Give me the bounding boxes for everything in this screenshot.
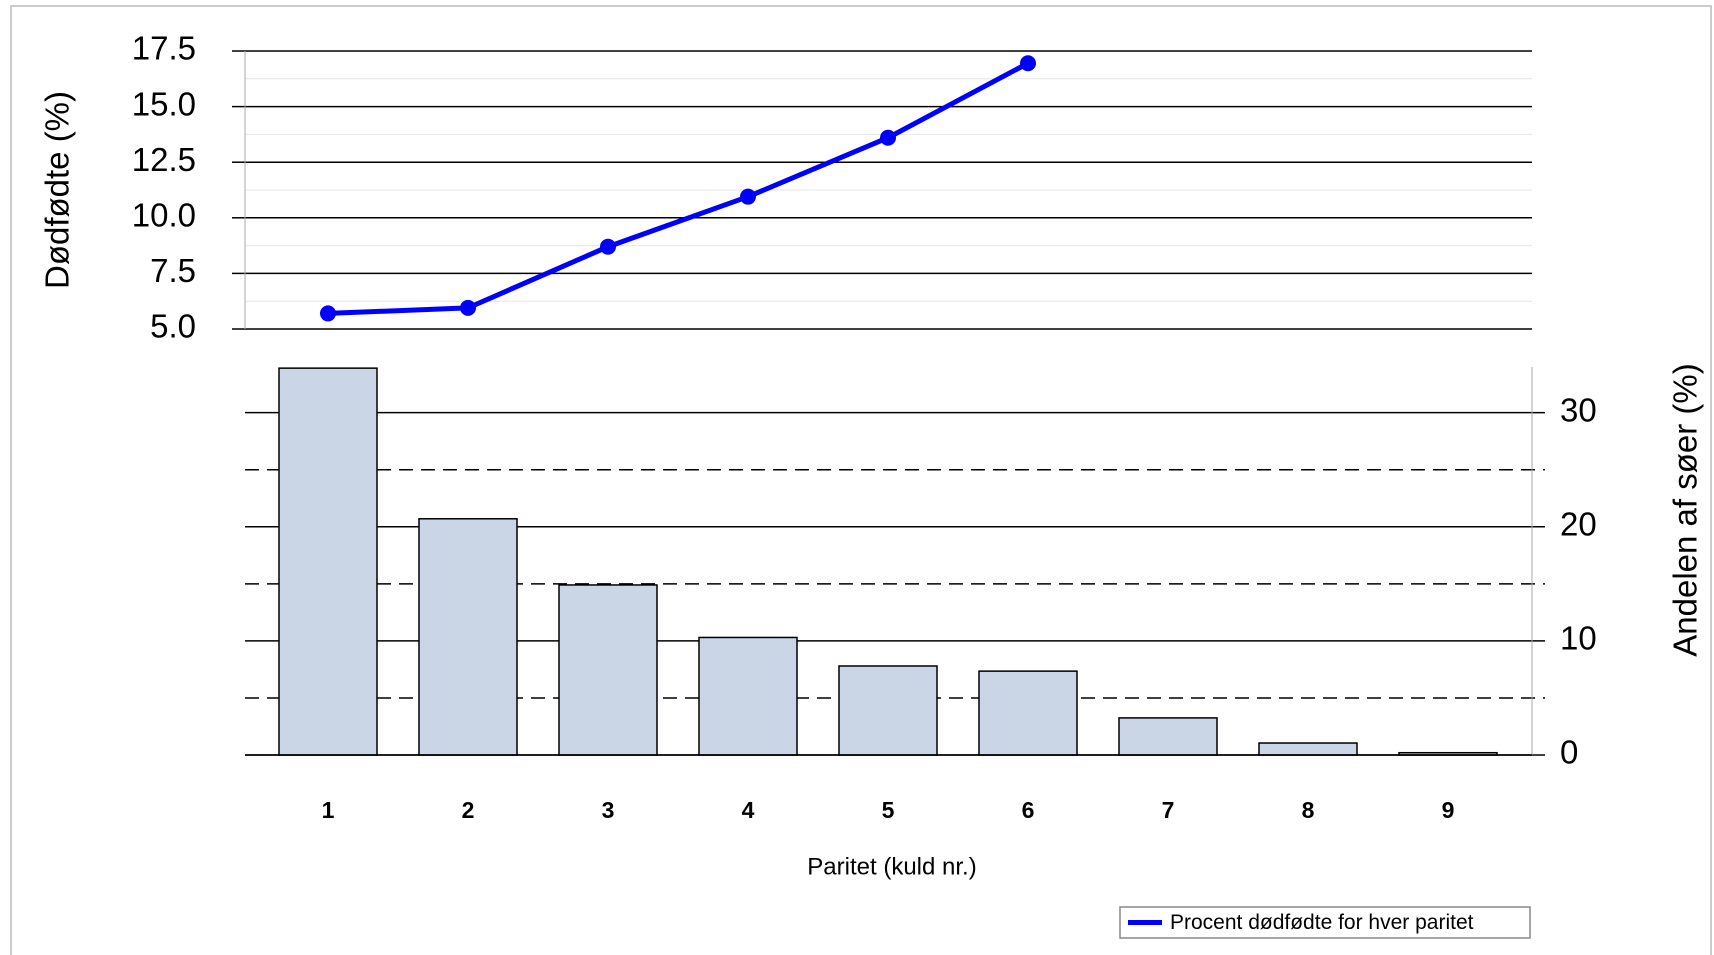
point <box>600 238 616 255</box>
y2-axis-title: Andelen af søer (%) <box>1667 363 1704 656</box>
x-tick-label: 8 <box>1302 797 1315 823</box>
x-tick-label: 6 <box>1022 797 1035 823</box>
y-tick-label: 17.5 <box>132 30 196 67</box>
y-tick-label: 15.0 <box>132 85 196 122</box>
frame <box>10 5 1712 955</box>
bar <box>418 518 518 756</box>
bar <box>838 665 938 756</box>
y-tick-label: 10.0 <box>132 197 196 234</box>
bar <box>278 367 378 756</box>
x-tick-label: 1 <box>322 797 335 823</box>
y2-tick-label: 0 <box>1560 734 1578 771</box>
x-axis-title: Paritet (kuld nr.) <box>807 853 976 880</box>
point <box>460 299 476 316</box>
legend-label: Procent dødfødte for hver paritet <box>1170 911 1474 934</box>
x-tick-label: 4 <box>742 797 755 823</box>
x-tick-label: 3 <box>602 797 615 823</box>
y-axis-title: Dødfødte (%) <box>39 91 76 289</box>
point <box>320 305 336 322</box>
y2-tick-label: 10 <box>1560 620 1597 657</box>
bar <box>1118 717 1218 756</box>
bar <box>1258 742 1358 756</box>
point <box>740 188 756 205</box>
y-tick-label: 12.5 <box>132 141 196 178</box>
line <box>327 61 1030 316</box>
point <box>1020 55 1036 72</box>
y-tick-label: 5.0 <box>150 308 196 345</box>
bar <box>698 636 798 756</box>
bar <box>978 670 1078 756</box>
x-tick-label: 9 <box>1442 797 1455 823</box>
y2-tick-label: 20 <box>1560 505 1597 542</box>
y-tick-label: 7.5 <box>150 252 196 289</box>
y2-tick-label: 30 <box>1560 391 1597 428</box>
x-tick-label: 7 <box>1162 797 1175 823</box>
x-tick-label: 5 <box>882 797 895 823</box>
point <box>880 129 896 146</box>
x-tick-label: 2 <box>462 797 475 823</box>
bar <box>558 584 658 756</box>
legend-box <box>1119 906 1531 939</box>
